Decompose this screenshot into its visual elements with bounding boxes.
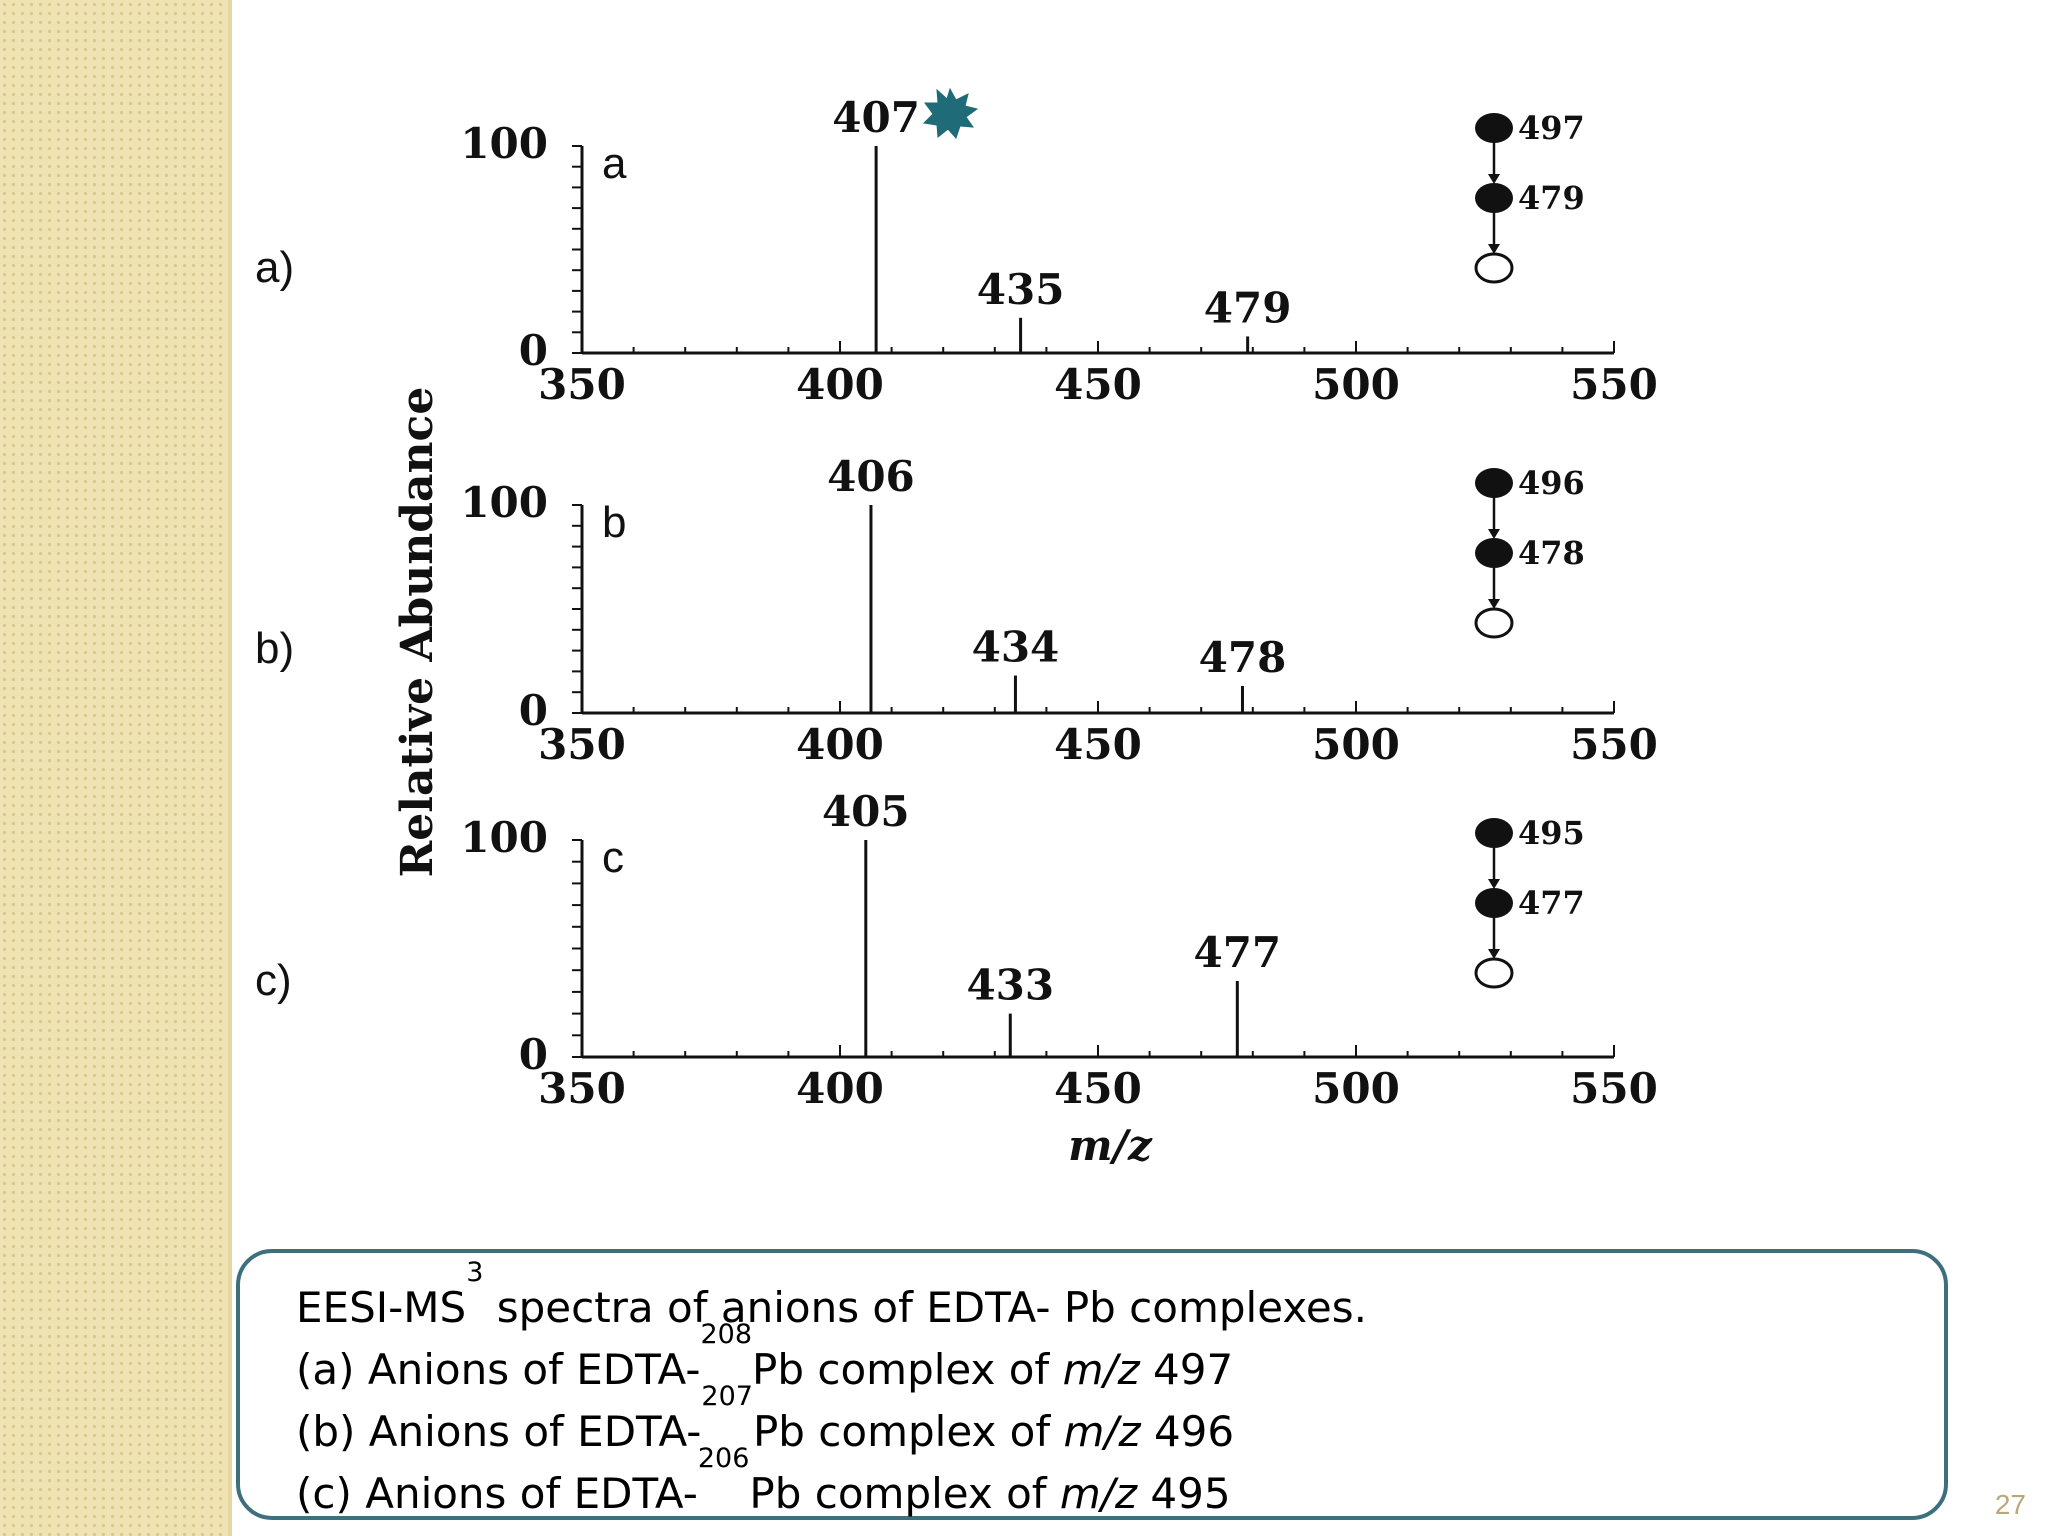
x-tick-label: 550 (1570, 360, 1658, 409)
pathway-label: 478 (1518, 534, 1585, 572)
x-tick-label: 450 (1054, 360, 1142, 409)
pathway-arrowhead (1488, 529, 1500, 539)
caption-item-a-mid: Pb complex of (752, 1345, 1063, 1394)
x-tick-label: 550 (1570, 720, 1658, 769)
caption-item-c-pre: (c) Anions of EDTA- (296, 1469, 698, 1518)
side-label-c: c) (255, 956, 292, 1005)
x-tick-label: 400 (796, 1064, 884, 1113)
sidebar-edge (228, 0, 232, 1536)
caption-item-c-value: 495 (1137, 1469, 1231, 1518)
peak-label: 478 (1199, 633, 1287, 682)
y-tick-label: 0 (519, 326, 548, 375)
x-tick-label: 400 (796, 360, 884, 409)
panel-letter: b (602, 498, 626, 547)
peak-label: 435 (977, 265, 1065, 314)
starburst-icon (922, 87, 979, 139)
fragment-ion-dot (1475, 538, 1513, 568)
side-label-a: a) (255, 243, 294, 292)
precursor-ion-dot (1475, 113, 1513, 143)
caption-item-b-mid: Pb complex of (752, 1407, 1064, 1456)
panel-c: 0 100 350 400 450 500 550 c 405 433 477 495 477 (460, 787, 1658, 1113)
pathway-arrowhead (1488, 174, 1500, 184)
caption-item-a-isotope: 208 (700, 1319, 753, 1350)
peak-label: 406 (827, 452, 915, 501)
peak-label: 434 (972, 623, 1060, 672)
pathway-label: 479 (1518, 179, 1585, 217)
caption-item-b: (b) Anions of EDTA-207Pb complex of m/z … (296, 1383, 1904, 1463)
caption-item-c-mid: Pb complex of (749, 1469, 1060, 1518)
y-tick-label: 100 (460, 478, 548, 527)
x-tick-label: 500 (1312, 360, 1400, 409)
pathway-arrowhead (1488, 599, 1500, 609)
peak-label: 405 (822, 787, 910, 836)
caption-title-post: spectra of anions of EDTA- Pb complexes. (483, 1283, 1367, 1332)
x-tick-label: 500 (1312, 1064, 1400, 1113)
caption-item-b-value: 496 (1140, 1407, 1235, 1456)
caption-item-c: (c) Anions of EDTA-206Pb complex of m/z … (296, 1445, 1904, 1525)
panel-letter: a (602, 139, 627, 188)
peak-label: 433 (966, 961, 1054, 1010)
precursor-ion-dot (1475, 468, 1513, 498)
caption-item-a: (a) Anions of EDTA-208Pb complex of m/z … (296, 1321, 1904, 1401)
y-tick-label: 0 (519, 686, 548, 735)
precursor-ion-dot (1475, 818, 1513, 848)
pathway-arrowhead (1488, 244, 1500, 254)
x-axis-label: m/z (1068, 1121, 1153, 1170)
pathway-arrowhead (1488, 879, 1500, 889)
y-tick-label: 100 (460, 119, 548, 168)
spectra-panels: 0 100 350 400 450 500 550 a 407 435 479 497 479 0 100 3… (460, 93, 1658, 1113)
x-tick-label: 550 (1570, 1064, 1658, 1113)
product-ion-circle (1474, 252, 1514, 284)
caption-item-a-mz: m/z (1062, 1345, 1140, 1394)
peak-label: 477 (1193, 928, 1281, 977)
pathway-arrowhead (1488, 949, 1500, 959)
product-ion-circle (1474, 607, 1514, 639)
caption-title: EESI-MS3 spectra of anions of EDTA- Pb c… (296, 1259, 1904, 1339)
slide-number: 27 (1994, 1489, 2026, 1520)
caption-item-b-pre: (b) Anions of EDTA- (296, 1407, 702, 1456)
caption-item-c-isotope: 206 (697, 1443, 750, 1474)
caption-text: EESI-MS3 spectra of anions of EDTA- Pb c… (296, 1259, 1904, 1525)
x-tick-label: 450 (1054, 720, 1142, 769)
pathway-label: 495 (1518, 814, 1585, 852)
x-tick-label: 450 (1054, 1064, 1142, 1113)
y-tick-label: 0 (519, 1030, 548, 1079)
caption-title-pre: EESI-MS (296, 1283, 467, 1332)
caption-item-a-value: 497 (1139, 1345, 1234, 1394)
x-tick-label: 350 (538, 360, 626, 409)
caption-box: EESI-MS3 spectra of anions of EDTA- Pb c… (236, 1249, 1948, 1520)
x-tick-label: 350 (538, 720, 626, 769)
x-tick-label: 350 (538, 1064, 626, 1113)
fragment-ion-dot (1475, 888, 1513, 918)
decorative-sidebar (0, 0, 228, 1536)
caption-title-sup: 3 (466, 1257, 484, 1288)
panel-letter: c (602, 833, 624, 882)
panel-a: 0 100 350 400 450 500 550 a 407 435 479 497 479 (460, 93, 1658, 409)
pathway-label: 496 (1518, 464, 1585, 502)
product-ion-circle (1474, 957, 1514, 989)
panel-b: 0 100 350 400 450 500 550 b 406 434 478 496 478 (460, 452, 1658, 769)
caption-item-b-isotope: 207 (701, 1381, 753, 1412)
x-tick-label: 400 (796, 720, 884, 769)
y-axis-label: Relative Abundance (392, 387, 443, 878)
peak-label: 407 (832, 93, 920, 142)
x-tick-label: 500 (1312, 720, 1400, 769)
pathway-label: 477 (1518, 884, 1585, 922)
pathway-label: 497 (1518, 109, 1585, 147)
caption-item-a-pre: (a) Anions of EDTA- (296, 1345, 701, 1394)
caption-item-c-mz: m/z (1059, 1469, 1138, 1518)
fragment-ion-dot (1475, 183, 1513, 213)
peak-label: 479 (1204, 283, 1292, 332)
caption-item-b-mz: m/z (1063, 1407, 1141, 1456)
y-tick-label: 100 (460, 813, 548, 862)
side-label-b: b) (255, 624, 294, 673)
